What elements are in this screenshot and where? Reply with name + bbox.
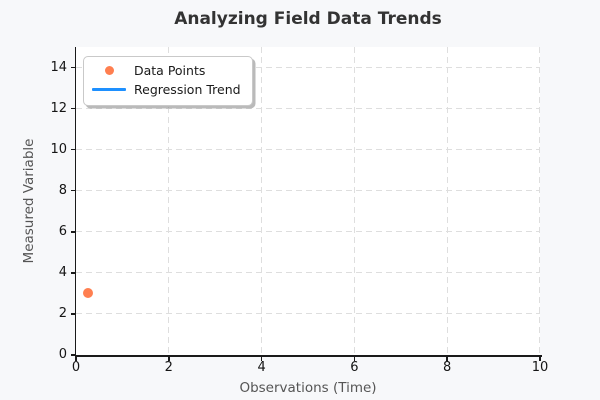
legend-marker-icon: [92, 66, 126, 75]
legend-item: Regression Trend: [92, 80, 242, 99]
horizontal-gridline: [76, 231, 540, 233]
x-tick-mark: [260, 356, 263, 361]
x-tick-label: 6: [350, 360, 359, 375]
x-tick-label: 8: [443, 360, 452, 375]
y-tick-label: 0: [58, 347, 67, 362]
legend-item: Data Points: [92, 61, 242, 80]
x-tick-mark: [353, 356, 356, 361]
legend-item-label: Regression Trend: [134, 82, 241, 97]
legend-item-label: Data Points: [134, 63, 206, 78]
horizontal-gridline: [76, 67, 540, 69]
y-axis-spine: [74, 47, 76, 357]
x-tick-label: 4: [257, 360, 266, 375]
x-tick-mark: [539, 356, 541, 361]
vertical-gridline: [446, 47, 448, 355]
regression-line-swatch: [92, 87, 126, 92]
y-tick-mark: [70, 66, 75, 69]
horizontal-gridline: [76, 149, 540, 151]
vertical-gridline: [353, 47, 355, 355]
data-points-marker-swatch: [104, 66, 114, 75]
legend-line-icon: [92, 87, 126, 92]
plot-area: Data Points Regression Trend: [76, 47, 540, 355]
scatter-point: [82, 288, 93, 299]
y-tick-mark: [70, 313, 75, 315]
chart-title: Analyzing Field Data Trends: [174, 9, 442, 29]
y-tick-mark: [70, 272, 75, 274]
legend: Data Points Regression Trend: [83, 56, 253, 106]
y-axis-label: Measured Variable: [21, 138, 37, 264]
y-tick-mark: [70, 189, 75, 192]
y-tick-label: 6: [58, 223, 67, 239]
vertical-gridline: [539, 47, 540, 355]
horizontal-gridline: [76, 313, 540, 315]
y-tick-label: 12: [50, 100, 67, 116]
x-tick-mark: [168, 356, 170, 361]
y-tick-mark: [70, 107, 75, 110]
y-tick-label: 10: [50, 141, 67, 157]
x-tick-mark: [75, 356, 77, 361]
x-tick-label: 2: [164, 360, 173, 375]
x-axis-label: Observations (Time): [239, 380, 377, 396]
x-tick-mark: [446, 356, 448, 361]
y-tick-label: 8: [58, 182, 67, 198]
y-tick-label: 14: [50, 59, 67, 75]
horizontal-gridline: [76, 190, 540, 192]
y-tick-mark: [70, 148, 75, 151]
horizontal-gridline: [76, 272, 540, 274]
y-tick-mark: [70, 354, 75, 356]
horizontal-gridline: [76, 108, 540, 110]
y-tick-label: 4: [58, 264, 67, 280]
y-tick-mark: [70, 231, 75, 233]
x-tick-label: 10: [531, 360, 549, 375]
vertical-gridline: [168, 47, 170, 355]
y-tick-label: 2: [58, 305, 67, 321]
vertical-gridline: [261, 47, 263, 355]
x-axis-spine: [74, 355, 542, 357]
x-tick-label: 0: [71, 360, 81, 375]
